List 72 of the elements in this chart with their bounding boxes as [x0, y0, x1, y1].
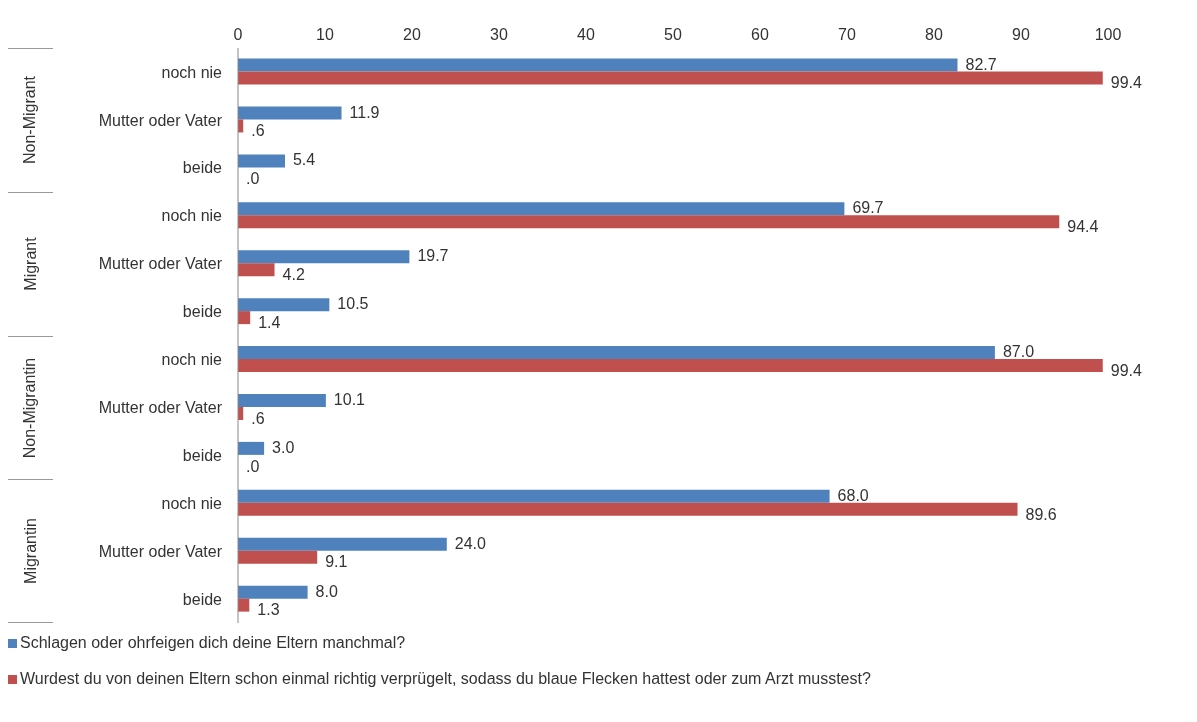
bar: [238, 441, 265, 455]
data-label: 24.0: [454, 534, 487, 552]
data-label: .6: [251, 409, 265, 427]
y-tick-label: noch nie: [161, 351, 223, 369]
bar: [238, 537, 447, 551]
data-label: 87.0: [1002, 343, 1035, 361]
data-label: 5.4: [292, 151, 316, 169]
x-tick-label: 70: [838, 26, 856, 43]
bar: [238, 393, 326, 407]
bar: [238, 550, 318, 564]
data-label: 1.4: [258, 313, 281, 331]
data-label: 82.7: [965, 55, 997, 73]
data-label: 99.4: [1110, 361, 1143, 379]
y-tick-label: noch nie: [161, 494, 223, 512]
y-tick-label: beide: [182, 590, 223, 608]
y-tick-label: beide: [182, 303, 223, 321]
bar: [238, 106, 342, 120]
y-tick-label: Mutter oder Vater: [98, 111, 223, 129]
data-label: 89.6: [1025, 505, 1057, 523]
data-label: 10.1: [333, 391, 366, 409]
bar: [238, 346, 995, 360]
bar: [238, 263, 275, 277]
text: Non-Migrantin: [21, 357, 40, 459]
data-label: .0: [246, 170, 260, 188]
bar: [238, 71, 1103, 85]
bar: [238, 585, 308, 599]
bar: [238, 154, 285, 168]
x-tick-label: 60: [751, 26, 769, 43]
legend-label: Schlagen oder ohrfeigen dich deine Eltern manchmal?: [20, 634, 406, 652]
text: Migrant: [21, 237, 40, 291]
data-label: 19.7: [417, 247, 449, 265]
y-tick-label: noch nie: [161, 63, 223, 81]
data-label: 11.9: [349, 103, 380, 121]
x-tick-label: 100: [1094, 26, 1122, 43]
text: Non-Migrant: [21, 76, 40, 165]
bar: [238, 359, 1103, 373]
x-tick-label: 90: [1012, 26, 1030, 43]
bar: [238, 58, 958, 72]
legend-label: Wurdest du von deinen Eltern schon einmal richtig verprügelt, sodass du blaue Flecken hattest oder zum Arzt musstest?: [20, 670, 871, 688]
y-tick-label: noch nie: [161, 207, 223, 225]
data-label: .6: [251, 122, 265, 140]
bar: [238, 250, 410, 264]
text: Migrantin: [21, 518, 40, 585]
y-tick-label: Mutter oder Vater: [98, 255, 223, 273]
bar: [238, 311, 251, 325]
data-label: 94.4: [1067, 218, 1099, 236]
data-label: 4.2: [282, 265, 305, 283]
bar: [238, 298, 330, 312]
data-label: 69.7: [852, 199, 884, 217]
bar: [238, 202, 845, 216]
y-tick-label: Mutter oder Vater: [98, 542, 223, 560]
bar: [238, 502, 1018, 516]
y-tick-label: beide: [182, 159, 223, 177]
bar: [238, 489, 830, 503]
data-label: 8.0: [315, 582, 338, 600]
bar: [238, 215, 1060, 229]
x-tick-label: 0: [233, 26, 243, 43]
data-label: 10.5: [337, 295, 369, 313]
data-label: .0: [246, 457, 260, 475]
x-tick-label: 30: [490, 26, 508, 43]
data-label: 3.0: [272, 438, 295, 456]
y-tick-label: beide: [182, 446, 223, 464]
data-label: 1.3: [257, 601, 280, 619]
x-tick-label: 50: [664, 26, 682, 43]
x-tick-label: 10: [316, 26, 334, 43]
data-label: 68.0: [837, 486, 869, 504]
x-tick-label: 40: [577, 26, 595, 43]
data-label: 99.4: [1110, 74, 1143, 92]
x-tick-label: 80: [925, 26, 943, 43]
data-label: 9.1: [325, 553, 348, 571]
x-tick-label: 20: [403, 26, 421, 43]
y-tick-label: Mutter oder Vater: [98, 399, 223, 417]
